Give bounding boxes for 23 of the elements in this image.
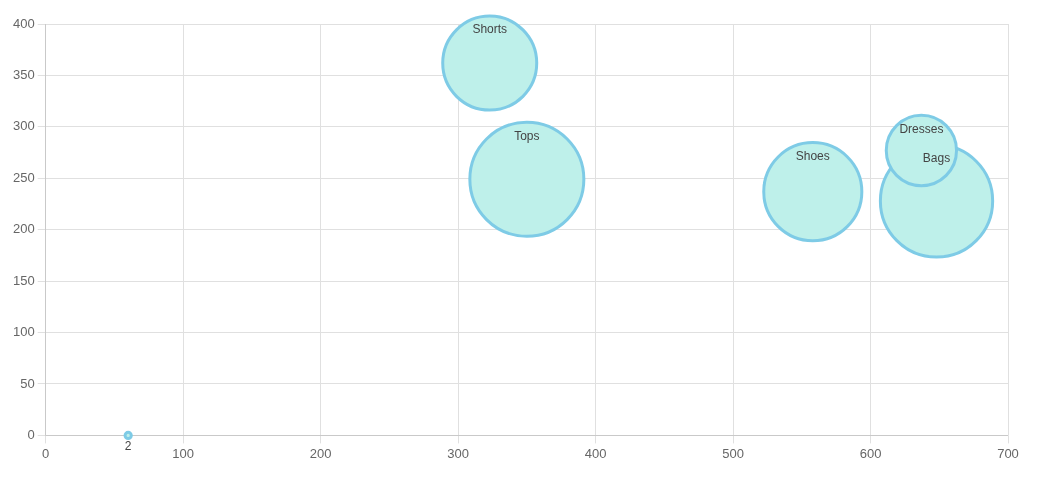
series-label: Tops xyxy=(514,128,540,143)
y-tick-label: 50 xyxy=(20,375,35,391)
y-tick-label: 400 xyxy=(12,15,35,31)
series-label: Shorts xyxy=(472,22,508,37)
y-tick-label: 250 xyxy=(12,169,35,185)
x-tick-label: 600 xyxy=(859,445,882,461)
y-tick-label: 150 xyxy=(12,272,35,288)
x-tick-label: 100 xyxy=(172,445,195,461)
y-tick-label: 100 xyxy=(12,324,35,340)
x-tick-label: 500 xyxy=(722,445,744,461)
y-tick-label: 300 xyxy=(12,118,35,134)
x-tick-label: 400 xyxy=(584,445,607,461)
series-label: Bags xyxy=(922,151,951,166)
series-label: 2 xyxy=(124,438,132,453)
x-tick-label: 300 xyxy=(447,445,469,461)
x-tick-label: 0 xyxy=(42,445,50,461)
y-tick-label: 200 xyxy=(12,221,35,237)
series-label: Dresses xyxy=(899,121,944,136)
series-label: Shoes xyxy=(795,148,830,163)
x-tick-label: 700 xyxy=(997,445,1019,461)
y-tick-label: 350 xyxy=(12,67,35,82)
y-tick-label: 0 xyxy=(27,426,35,442)
x-tick-label: 200 xyxy=(309,445,332,461)
